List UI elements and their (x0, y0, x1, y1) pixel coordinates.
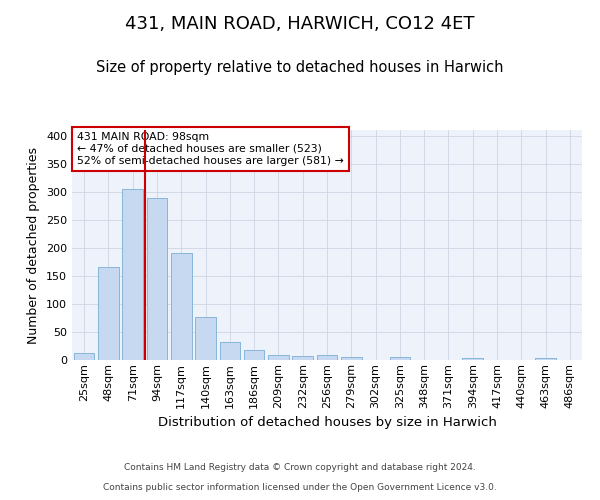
Bar (463, 358, 483, 360)
Bar (341, 357, 362, 360)
Bar (389, 357, 410, 360)
Text: 431, MAIN ROAD, HARWICH, CO12 4ET: 431, MAIN ROAD, HARWICH, CO12 4ET (125, 15, 475, 33)
Text: 431 MAIN ROAD: 98sqm
← 47% of detached houses are smaller (523)
52% of semi-deta: 431 MAIN ROAD: 98sqm ← 47% of detached h… (77, 132, 344, 166)
Bar (244, 350, 265, 360)
Bar (122, 189, 143, 360)
Bar (74, 352, 94, 360)
Bar (146, 198, 167, 360)
Bar (268, 355, 289, 360)
X-axis label: Distribution of detached houses by size in Harwich: Distribution of detached houses by size … (158, 416, 496, 429)
Bar (292, 356, 313, 360)
Text: Size of property relative to detached houses in Harwich: Size of property relative to detached ho… (96, 60, 504, 75)
Bar (535, 358, 556, 360)
Bar (171, 253, 191, 360)
Text: Contains public sector information licensed under the Open Government Licence v3: Contains public sector information licen… (103, 484, 497, 492)
Text: Contains HM Land Registry data © Crown copyright and database right 2024.: Contains HM Land Registry data © Crown c… (124, 464, 476, 472)
Bar (220, 342, 240, 360)
Bar (195, 317, 216, 360)
Y-axis label: Number of detached properties: Number of detached properties (28, 146, 40, 344)
Bar (317, 355, 337, 360)
Bar (98, 267, 119, 360)
